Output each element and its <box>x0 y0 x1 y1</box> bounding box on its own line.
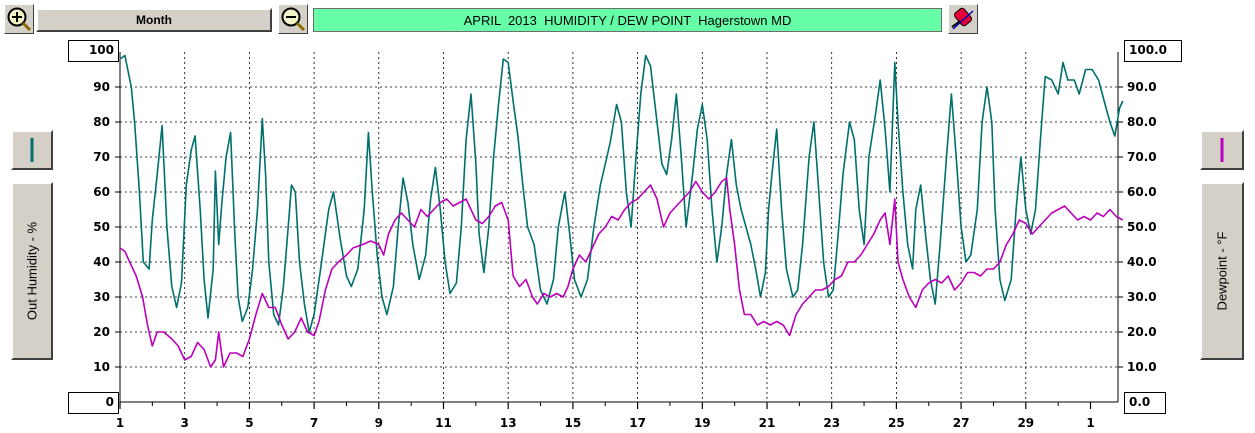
chart-title-text: APRIL 2013 HUMIDITY / DEW POINT Hagersto… <box>463 12 792 28</box>
x-tick-label: 23 <box>823 416 840 430</box>
dewpoint-legend-button[interactable] <box>1200 130 1244 170</box>
right-axis-max-box: 100.0 <box>1124 40 1182 62</box>
magenta-line-icon <box>1220 138 1224 162</box>
left-tick-label: 30 <box>93 290 110 304</box>
x-tick-label: 5 <box>245 416 253 430</box>
zoom-out-icon[interactable] <box>278 4 308 34</box>
right-axis-max: 100.0 <box>1129 43 1167 57</box>
left-axis-min-box: 0 <box>68 392 119 414</box>
paint-tool-icon[interactable] <box>948 4 978 34</box>
right-tick-label: 80.0 <box>1127 115 1157 129</box>
right-tick-label: 30.0 <box>1127 290 1157 304</box>
x-tick-label: 17 <box>629 416 646 430</box>
right-tick-label: 90.0 <box>1127 80 1157 94</box>
x-tick-label: 19 <box>694 416 711 430</box>
right-tick-label: 70.0 <box>1127 150 1157 164</box>
chart-title: APRIL 2013 HUMIDITY / DEW POINT Hagersto… <box>313 8 942 32</box>
humidity-series-line <box>119 54 1124 333</box>
right-tick-label: 40.0 <box>1127 255 1157 269</box>
dewpoint-axis-button[interactable]: Dewpoint - °F <box>1200 182 1244 360</box>
left-axis-max: 100 <box>88 43 114 57</box>
x-tick-label: 27 <box>953 416 970 430</box>
x-tick-label: 25 <box>888 416 905 430</box>
left-axis-max-box: 100 <box>68 40 119 62</box>
x-tick-label: 15 <box>565 416 582 430</box>
teal-line-icon <box>30 138 34 162</box>
left-tick-label: 90 <box>93 80 110 94</box>
range-label: Month <box>136 13 172 27</box>
left-tick-label: 50 <box>93 220 110 234</box>
x-tick-label: 3 <box>181 416 189 430</box>
x-tick-label: 1 <box>116 416 124 430</box>
x-tick-label: 7 <box>310 416 318 430</box>
left-tick-label: 10 <box>93 360 110 374</box>
right-tick-label: 50.0 <box>1127 220 1157 234</box>
left-tick-label: 70 <box>93 150 110 164</box>
x-tick-label: 11 <box>435 416 452 430</box>
right-tick-label: 60.0 <box>1127 185 1157 199</box>
humidity-axis-label: Out Humidity - % <box>24 221 40 321</box>
humidity-legend-button[interactable] <box>11 130 53 170</box>
x-tick-label: 29 <box>1017 416 1034 430</box>
dewpoint-series-line <box>119 177 1124 368</box>
left-tick-label: 40 <box>93 255 110 269</box>
left-tick-label: 60 <box>93 185 110 199</box>
right-axis-min: 0.0 <box>1129 395 1151 409</box>
x-tick-label: 21 <box>759 416 776 430</box>
right-tick-label: 10.0 <box>1127 360 1157 374</box>
left-tick-label: 20 <box>93 325 110 339</box>
right-tick-label: 20.0 <box>1127 325 1157 339</box>
left-tick-label: 80 <box>93 115 110 129</box>
x-tick-label: 13 <box>500 416 517 430</box>
dewpoint-axis-label: Dewpoint - °F <box>1214 231 1230 311</box>
range-selector-button[interactable]: Month <box>36 8 272 32</box>
x-tick-label: 1 <box>1086 416 1094 430</box>
humidity-axis-button[interactable]: Out Humidity - % <box>11 182 53 360</box>
zoom-in-icon[interactable] <box>4 4 34 34</box>
x-tick-label: 9 <box>375 416 383 430</box>
left-axis-min: 0 <box>105 395 114 409</box>
right-axis-min-box: 0.0 <box>1124 392 1166 414</box>
